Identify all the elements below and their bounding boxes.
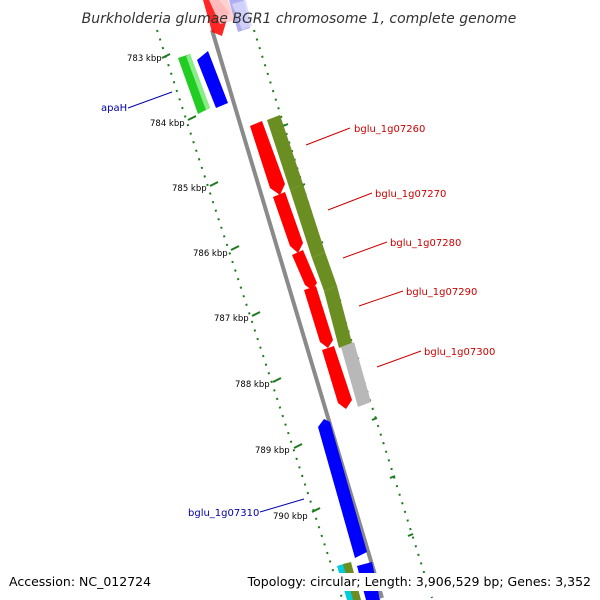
footer-summary: Topology: circular; Length: 3,906,529 bp…: [247, 574, 591, 589]
gene-label-bglu_1g07310[interactable]: bglu_1g07310: [188, 508, 259, 519]
olive-feature-track: [267, 115, 371, 407]
tick-label-784: 784 kbp: [150, 119, 185, 129]
tick-label-785: 785 kbp: [172, 184, 207, 194]
red-genes: [250, 121, 352, 409]
gene-bglu_1g07280: [292, 250, 317, 290]
gene-bglu_1g07310: [318, 419, 367, 558]
inner-tick-track: [156, 29, 343, 599]
label-connectors: [127, 91, 422, 513]
tick-label-787: 787 kbp: [214, 314, 249, 324]
footer: Accession: NC_012724 Topology: circular;…: [5, 573, 595, 591]
gene-labels: apaH bglu_1g07260 bglu_1g07270 bglu_1g07…: [101, 103, 495, 519]
gene-bglu_1g07260: [250, 121, 285, 195]
footer-accession: Accession: NC_012724: [9, 574, 151, 589]
blue-genes: [318, 419, 367, 558]
tick-label-783: 783 kbp: [127, 54, 162, 64]
footer-summary-bg: [260, 573, 595, 591]
gene-bglu_1g07300: [322, 346, 352, 409]
olive-feature-1: [267, 115, 303, 190]
tick-label-788: 788 kbp: [235, 380, 270, 390]
gene-apaH-group: [178, 51, 228, 114]
tick-labels: 783 kbp 784 kbp 785 kbp 786 kbp 787 kbp …: [127, 54, 308, 522]
inner-major-ticks: [161, 53, 321, 513]
gene-label-apaH[interactable]: apaH: [101, 103, 127, 114]
gene-blue-near-apaH: [197, 51, 228, 108]
gene-partial-faded-top: [209, 0, 236, 24]
top-partial-genes: [203, 0, 252, 36]
olive-feature-4: [324, 286, 352, 348]
footer-accession-bg: [5, 573, 150, 591]
backbone: [210, 29, 384, 599]
gene-bglu_1g07290: [304, 286, 333, 348]
gene-bglu_1g07270: [273, 192, 303, 253]
olive-feature-2: [290, 184, 325, 258]
gene-label-bglu_1g07280[interactable]: bglu_1g07280: [390, 238, 461, 249]
gene-partial-faded-blue: [232, 0, 252, 30]
tick-label-789: 789 kbp: [255, 446, 290, 456]
tick-label-786: 786 kbp: [193, 249, 228, 259]
gene-label-bglu_1g07270[interactable]: bglu_1g07270: [375, 189, 446, 200]
grey-feature: [341, 342, 371, 407]
olive-feature-3: [312, 252, 337, 291]
gene-label-bglu_1g07290[interactable]: bglu_1g07290: [406, 287, 477, 298]
gene-green-apaH-highlight: [186, 54, 210, 110]
gene-label-bglu_1g07260[interactable]: bglu_1g07260: [354, 124, 425, 135]
map-title: Burkholderia glumae BGR1 chromosome 1, c…: [82, 11, 517, 27]
gene-label-bglu_1g07300[interactable]: bglu_1g07300: [424, 347, 495, 358]
tick-label-790: 790 kbp: [273, 512, 308, 522]
